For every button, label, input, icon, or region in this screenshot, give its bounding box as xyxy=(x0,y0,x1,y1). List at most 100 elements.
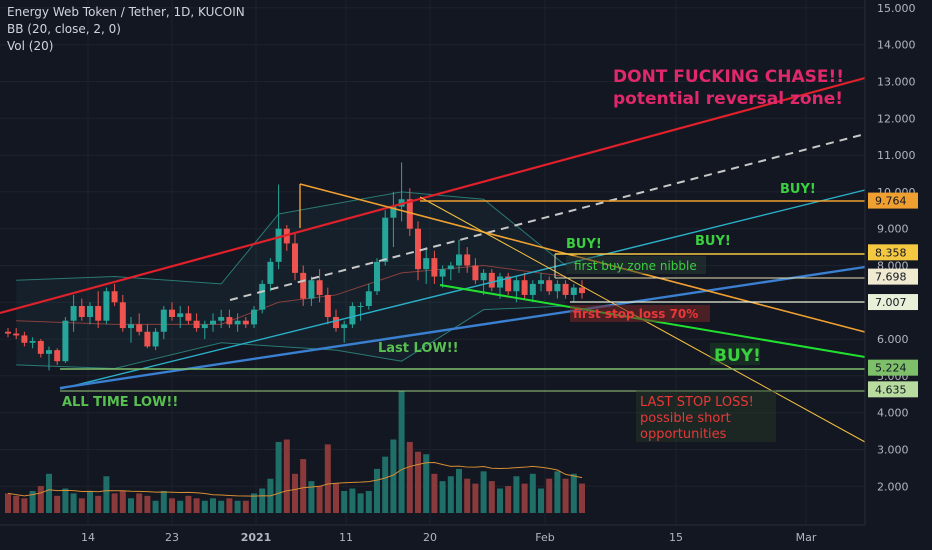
volume-bar xyxy=(324,444,331,513)
candle-body xyxy=(95,305,102,321)
candle-body xyxy=(193,320,200,329)
volume-bar xyxy=(275,441,282,513)
volume-bar xyxy=(300,459,307,513)
volume-bar xyxy=(521,483,528,513)
volume-bar xyxy=(5,493,11,513)
candle-body xyxy=(275,228,282,262)
candle-body xyxy=(374,261,380,292)
volume-bar xyxy=(382,456,389,513)
candle-body xyxy=(37,340,44,354)
candle-body xyxy=(513,280,520,292)
candle-body xyxy=(169,309,175,318)
candle-body xyxy=(497,276,503,288)
candle-body xyxy=(144,331,151,347)
volume-bar xyxy=(570,473,577,513)
time-axis-label: 11 xyxy=(339,531,353,544)
volume-bar xyxy=(538,488,544,513)
annotation-text: opportunities xyxy=(640,427,727,442)
candle-body xyxy=(226,317,233,325)
volume-ma-line xyxy=(7,462,583,497)
volume-bar xyxy=(480,471,487,513)
symbol-title[interactable]: Energy Web Token / Tether, 1D, KUCOIN xyxy=(7,5,245,19)
candle-body xyxy=(29,340,36,343)
candle-body xyxy=(357,305,364,307)
bb-lower-line xyxy=(16,305,566,370)
price-tag-label: 8.358 xyxy=(875,246,907,259)
annotation-text: LAST STOP LOSS! xyxy=(640,395,754,410)
volume-indicator-label[interactable]: Vol (20) xyxy=(7,39,54,53)
volume-bar xyxy=(431,473,438,513)
candle-body xyxy=(456,254,462,266)
price-axis-label: 13.000 xyxy=(877,76,916,89)
candle-body xyxy=(160,309,167,332)
candle-body xyxy=(128,324,134,329)
price-tag xyxy=(868,359,918,376)
volume-bar xyxy=(365,490,372,513)
candle-body xyxy=(505,276,512,292)
price-tag xyxy=(868,244,918,261)
volume-bar xyxy=(29,490,36,513)
volume-bar xyxy=(13,495,20,513)
candle-body xyxy=(472,265,479,281)
annotation-text: possible short xyxy=(640,411,731,426)
volume-bar xyxy=(447,476,454,513)
volume-bar xyxy=(546,478,553,513)
volume-bar xyxy=(292,473,298,513)
candle-body xyxy=(185,313,192,321)
candle-body xyxy=(87,305,93,318)
candle-body xyxy=(259,283,266,310)
volume-bar xyxy=(251,493,257,513)
volume-bar xyxy=(439,481,446,513)
candle-body xyxy=(62,320,69,362)
volume-bar xyxy=(316,486,323,513)
stop-loss-box xyxy=(570,305,710,322)
time-axis-label: 2021 xyxy=(241,531,272,544)
price-axis-label: 2.000 xyxy=(877,480,909,493)
candle-body xyxy=(464,254,471,266)
volume-bar xyxy=(259,488,266,513)
time-axis-label: 14 xyxy=(81,531,95,544)
candle-body xyxy=(579,287,585,294)
candle-body xyxy=(300,272,307,299)
volume-bar xyxy=(119,490,126,513)
dashed-mid-line xyxy=(229,133,866,301)
bb-indicator-label[interactable]: BB (20, close, 2, 0) xyxy=(7,22,121,36)
volume-bar xyxy=(423,454,430,513)
volume-bar xyxy=(136,493,143,513)
first-buy-box xyxy=(566,256,706,274)
candle-body xyxy=(234,320,241,325)
volume-bar xyxy=(234,500,241,513)
candle-body xyxy=(341,324,348,329)
candle-body xyxy=(546,280,553,292)
volume-bar xyxy=(472,483,479,513)
candle-body xyxy=(480,272,487,281)
price-tag-label: 7.007 xyxy=(875,296,907,309)
candle-body xyxy=(316,280,323,295)
volume-bar xyxy=(103,476,110,513)
time-axis-label: 15 xyxy=(669,531,683,544)
volume-bar xyxy=(62,488,69,513)
volume-bar xyxy=(201,500,208,513)
annotation-text: Last LOW!! xyxy=(378,341,459,356)
volume-bar xyxy=(78,498,85,513)
volume-bar xyxy=(160,490,167,513)
candle-body xyxy=(521,280,528,295)
volume-bar xyxy=(111,493,118,513)
time-axis-label: 20 xyxy=(423,531,437,544)
volume-bar xyxy=(152,500,159,513)
price-tag xyxy=(868,192,918,209)
volume-bar xyxy=(529,473,536,513)
candle-body xyxy=(439,269,446,277)
volume-bar xyxy=(87,490,93,513)
candle-body xyxy=(562,283,569,295)
price-tag xyxy=(868,294,918,311)
volume-bar xyxy=(406,441,413,513)
volume-bar xyxy=(46,473,52,513)
volume-bar xyxy=(398,390,405,513)
price-axis-label: 15.000 xyxy=(877,2,916,15)
candle-body xyxy=(201,324,208,329)
annotation-text: BUY! xyxy=(566,237,602,252)
candle-body xyxy=(538,280,544,284)
